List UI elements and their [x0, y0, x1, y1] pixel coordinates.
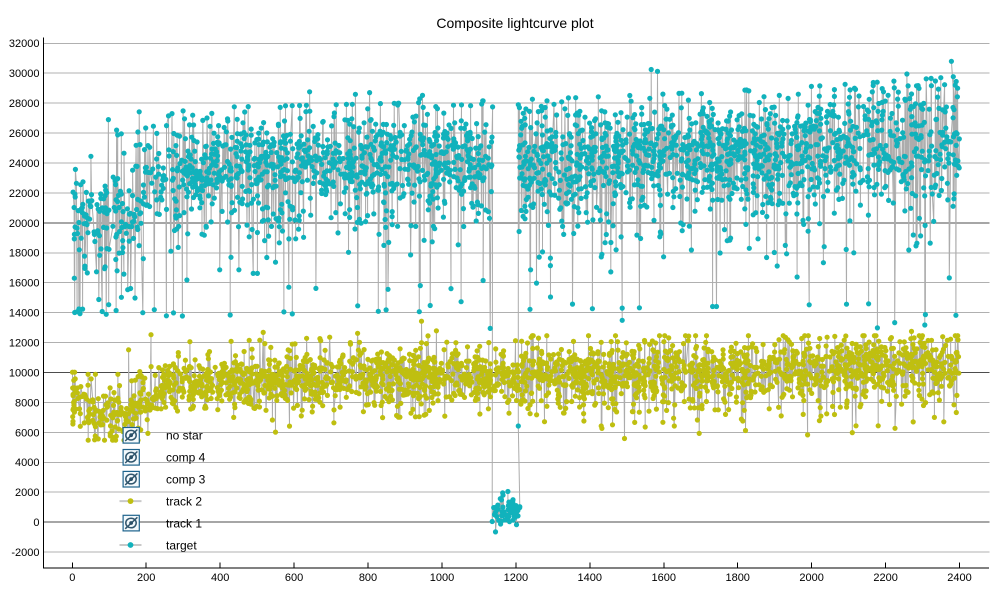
svg-text:Composite lightcurve plot: Composite lightcurve plot — [436, 15, 593, 31]
svg-text:200: 200 — [137, 572, 155, 584]
svg-text:24000: 24000 — [9, 158, 40, 170]
svg-text:-2000: -2000 — [11, 547, 39, 559]
svg-text:18000: 18000 — [9, 248, 40, 260]
svg-text:2400: 2400 — [947, 572, 971, 584]
svg-text:comp 3: comp 3 — [166, 473, 206, 487]
svg-text:6000: 6000 — [15, 427, 39, 439]
svg-text:0: 0 — [33, 517, 39, 529]
svg-text:1200: 1200 — [504, 572, 528, 584]
svg-text:target: target — [166, 539, 197, 553]
svg-text:1600: 1600 — [652, 572, 676, 584]
svg-text:1800: 1800 — [725, 572, 749, 584]
svg-text:600: 600 — [285, 572, 303, 584]
svg-text:0: 0 — [69, 572, 75, 584]
svg-text:2000: 2000 — [799, 572, 823, 584]
svg-text:14000: 14000 — [9, 308, 40, 320]
svg-text:8000: 8000 — [15, 397, 39, 409]
svg-text:track 2: track 2 — [166, 495, 202, 509]
svg-text:12000: 12000 — [9, 338, 40, 350]
svg-text:22000: 22000 — [9, 188, 40, 200]
svg-text:no star: no star — [166, 429, 203, 443]
svg-text:2000: 2000 — [15, 487, 39, 499]
svg-text:1000: 1000 — [430, 572, 454, 584]
svg-text:track 1: track 1 — [166, 517, 202, 531]
svg-text:1400: 1400 — [578, 572, 602, 584]
svg-text:16000: 16000 — [9, 278, 40, 290]
svg-text:26000: 26000 — [9, 128, 40, 140]
svg-text:4000: 4000 — [15, 457, 39, 469]
svg-text:30000: 30000 — [9, 68, 40, 80]
svg-text:20000: 20000 — [9, 218, 40, 230]
svg-text:28000: 28000 — [9, 98, 40, 110]
svg-text:400: 400 — [211, 572, 229, 584]
svg-text:32000: 32000 — [9, 38, 40, 50]
svg-text:2200: 2200 — [873, 572, 897, 584]
svg-text:10000: 10000 — [9, 367, 40, 379]
svg-text:comp 4: comp 4 — [166, 451, 206, 465]
svg-text:800: 800 — [359, 572, 377, 584]
